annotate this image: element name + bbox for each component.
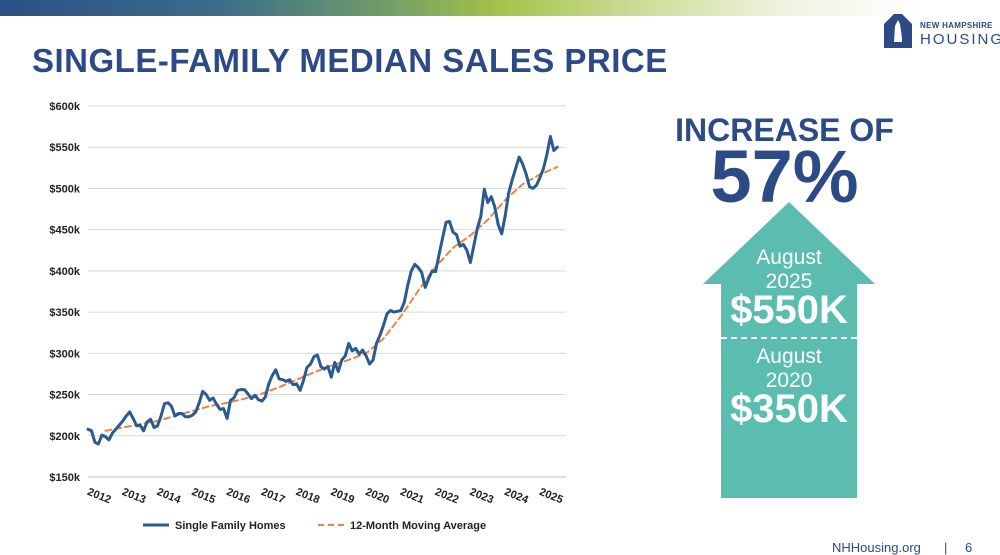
bottom-period-month: August bbox=[756, 345, 822, 368]
page-number: 6 bbox=[965, 540, 973, 555]
y-tick-label: $400k bbox=[49, 266, 80, 278]
x-tick-label: 2019 bbox=[329, 486, 356, 506]
x-tick-label: 2016 bbox=[225, 486, 252, 506]
y-tick-label: $500k bbox=[49, 183, 80, 195]
series-lines bbox=[86, 135, 559, 446]
y-tick-label: $550k bbox=[49, 142, 80, 154]
y-axis-ticks: $150k $200k $250k $300k $350k $400k $450k $500k… bbox=[49, 101, 80, 484]
top-period-month: August bbox=[756, 246, 822, 269]
x-tick-label: 2021 bbox=[398, 486, 425, 506]
x-tick-label: 2023 bbox=[468, 486, 495, 506]
x-tick-label: 2014 bbox=[155, 486, 183, 507]
single-family-homes-line bbox=[86, 135, 559, 446]
x-tick-label: 2018 bbox=[294, 486, 321, 506]
x-tick-label: 2015 bbox=[190, 486, 217, 506]
x-tick-label: 2025 bbox=[537, 486, 564, 506]
increase-percentage: 57% bbox=[710, 135, 859, 218]
nh-housing-logo[interactable]: NEW HAMPSHIRE HOUSING bbox=[880, 12, 1000, 52]
bottom-period-year: 2020 bbox=[765, 369, 813, 392]
x-tick-label: 2024 bbox=[503, 486, 531, 507]
page-title: SINGLE-FAMILY MEDIAN SALES PRICE bbox=[32, 42, 668, 79]
y-tick-label: $200k bbox=[49, 431, 80, 443]
y-tick-label: $600k bbox=[49, 101, 80, 113]
top-period-year: 2025 bbox=[765, 270, 813, 293]
legend: Single Family Homes 12-Month Moving Avera… bbox=[143, 520, 486, 532]
y-tick-label: $350k bbox=[49, 307, 80, 319]
x-tick-label: 2012 bbox=[86, 486, 113, 506]
y-tick-label: $450k bbox=[49, 225, 80, 237]
footer-separator: | bbox=[944, 540, 948, 555]
y-tick-label: $150k bbox=[49, 472, 80, 484]
x-tick-label: 2017 bbox=[259, 486, 286, 506]
bottom-price: $350K bbox=[730, 387, 848, 431]
x-tick-label: 2020 bbox=[364, 486, 391, 506]
legend-item-single-family: Single Family Homes bbox=[175, 520, 286, 532]
footer-site-link[interactable]: NHHousing.org bbox=[832, 540, 921, 555]
gridlines bbox=[88, 105, 566, 478]
logo-line-2: HOUSING bbox=[920, 31, 1000, 48]
state-outline-icon bbox=[884, 14, 912, 48]
legend-item-moving-average: 12-Month Moving Average bbox=[350, 520, 486, 532]
median-price-line-chart: $150k $200k $250k $300k $350k $400k $450k $500k… bbox=[49, 101, 566, 532]
y-tick-label: $300k bbox=[49, 348, 80, 360]
y-tick-label: $250k bbox=[49, 390, 80, 402]
x-tick-label: 2022 bbox=[433, 486, 460, 506]
increase-label: INCREASE OF bbox=[675, 112, 894, 148]
x-axis-ticks: 2012 2013 2014 2015 2016 2017 2018 2019 2020 2021… bbox=[86, 486, 565, 507]
up-arrow-graphic bbox=[703, 202, 875, 498]
top-gradient-bar bbox=[0, 0, 1000, 16]
top-price: $550K bbox=[730, 288, 848, 332]
x-tick-label: 2013 bbox=[120, 486, 147, 506]
moving-average-line bbox=[104, 166, 559, 432]
logo-line-1: NEW HAMPSHIRE bbox=[920, 21, 993, 30]
